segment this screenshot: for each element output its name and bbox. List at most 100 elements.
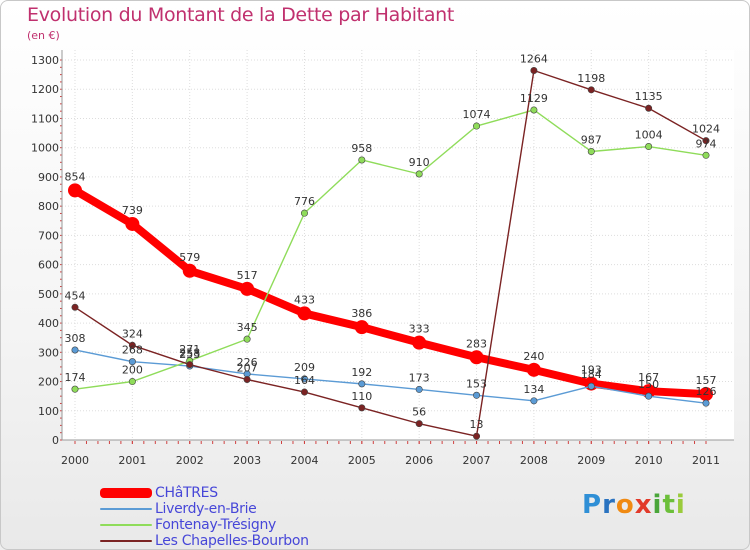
chart-title: Evolution du Montant de la Dette par Hab…	[27, 4, 455, 26]
data-point-chatres	[240, 281, 255, 296]
data-point-chatres	[354, 320, 369, 335]
data-label-fontenay: 974	[696, 137, 717, 150]
data-label-chatres: 517	[237, 269, 258, 282]
data-point-fontenay	[71, 385, 79, 393]
y-tick-label: 1000	[31, 142, 59, 155]
data-label-liverdy: 308	[65, 332, 86, 345]
data-point-fontenay	[415, 170, 423, 178]
legend-item-chapelles: Les Chapelles-Bourbon	[100, 533, 309, 549]
data-point-chapelles	[645, 104, 653, 112]
data-label-liverdy: 134	[523, 383, 544, 396]
data-point-chatres	[68, 183, 82, 198]
data-point-chapelles	[702, 137, 710, 145]
data-point-chatres	[699, 387, 713, 402]
series-line-chapelles	[74, 69, 707, 437]
data-point-liverdy	[300, 375, 308, 383]
data-label-chapelles: 1135	[635, 90, 663, 103]
unit-label: (en €)	[27, 29, 60, 42]
y-tick-label: 900	[38, 171, 59, 184]
x-tick-label: 2004	[290, 454, 318, 467]
data-label-chapelles: 454	[65, 289, 86, 302]
data-label-chapelles: 324	[122, 327, 143, 340]
data-point-chapelles	[186, 361, 194, 369]
data-point-fontenay	[645, 143, 653, 151]
data-label-liverdy: 253	[179, 348, 200, 361]
data-label-liverdy: 150	[638, 378, 659, 391]
x-tick-label: 2005	[348, 454, 376, 467]
y-tick-label: 600	[38, 259, 59, 272]
legend-label: Fontenay-Trésigny	[155, 517, 277, 533]
x-tick-label: 2002	[176, 454, 204, 467]
y-tick-label: 0	[52, 434, 59, 447]
data-label-chapelles: 1264	[520, 53, 548, 66]
data-point-fontenay	[243, 335, 251, 343]
data-label-fontenay: 958	[351, 142, 372, 155]
data-point-chapelles	[358, 404, 366, 412]
data-label-liverdy: 126	[696, 385, 717, 398]
legend-item-liverdy: Liverdy-en-Brie	[100, 501, 309, 517]
data-label-chatres: 739	[122, 204, 143, 217]
data-point-liverdy	[415, 385, 423, 393]
data-label-fontenay: 1004	[635, 129, 663, 142]
legend: CHâTRES Liverdy-en-Brie Fontenay-Trésigny L…	[100, 485, 309, 549]
legend-swatch	[100, 508, 152, 510]
data-point-chapelles	[587, 86, 595, 94]
data-label-fontenay: 345	[237, 321, 258, 334]
data-point-fontenay	[300, 209, 308, 217]
data-label-chatres: 579	[179, 251, 200, 264]
data-point-liverdy	[71, 346, 79, 354]
data-label-chatres: 433	[294, 293, 315, 306]
data-label-liverdy: 153	[466, 377, 487, 390]
y-tick-label: 700	[38, 229, 59, 242]
data-point-chatres	[297, 306, 312, 321]
data-label-chapelles: 1024	[692, 123, 720, 136]
data-point-chatres	[641, 384, 656, 399]
data-point-chatres	[182, 263, 197, 278]
data-label-liverdy: 184	[581, 368, 602, 381]
data-label-chatres: 386	[351, 307, 372, 320]
data-label-chapelles: 207	[237, 361, 258, 374]
data-label-fontenay: 1129	[520, 92, 548, 105]
legend-swatch	[100, 524, 152, 526]
y-tick-label: 400	[38, 317, 59, 330]
data-label-liverdy: 226	[237, 356, 258, 369]
proxiti-logo: Proxiti	[582, 490, 686, 520]
legend-item-fontenay: Fontenay-Trésigny	[100, 517, 309, 533]
x-tick-label: 2011	[692, 454, 720, 467]
y-tick-label: 200	[38, 376, 59, 389]
data-label-chapelles: 56	[412, 406, 426, 419]
data-point-chatres	[469, 350, 484, 365]
legend-label: Les Chapelles-Bourbon	[155, 533, 309, 549]
data-point-chapelles	[473, 432, 481, 440]
data-label-chatres: 283	[466, 337, 487, 350]
data-label-chapelles: 1198	[577, 72, 605, 85]
data-label-chatres: 333	[409, 323, 430, 336]
data-point-chapelles	[128, 341, 136, 349]
data-label-fontenay: 271	[179, 343, 200, 356]
x-tick-label: 2006	[405, 454, 433, 467]
data-label-chapelles: 110	[351, 390, 372, 403]
data-label-fontenay: 776	[294, 195, 315, 208]
data-point-chapelles	[530, 67, 538, 75]
data-point-liverdy	[358, 380, 366, 388]
data-point-fontenay	[358, 156, 366, 164]
data-label-fontenay: 1074	[463, 108, 491, 121]
y-tick-label: 300	[38, 346, 59, 359]
data-point-fontenay	[128, 378, 136, 386]
data-point-liverdy	[645, 392, 653, 400]
legend-swatch	[100, 540, 152, 542]
x-tick-label: 2010	[635, 454, 663, 467]
y-tick-label: 1200	[31, 83, 59, 96]
data-label-chatres: 240	[523, 350, 544, 363]
data-label-fontenay: 200	[122, 364, 143, 377]
x-tick-label: 2009	[577, 454, 605, 467]
data-point-chatres	[526, 362, 541, 377]
series-line-fontenay	[74, 109, 707, 390]
y-tick-label: 800	[38, 200, 59, 213]
data-label-fontenay: 910	[409, 156, 430, 169]
data-point-liverdy	[587, 382, 595, 390]
x-tick-label: 2008	[520, 454, 548, 467]
data-label-chatres: 157	[696, 374, 717, 387]
x-tick-label: 2000	[61, 454, 89, 467]
